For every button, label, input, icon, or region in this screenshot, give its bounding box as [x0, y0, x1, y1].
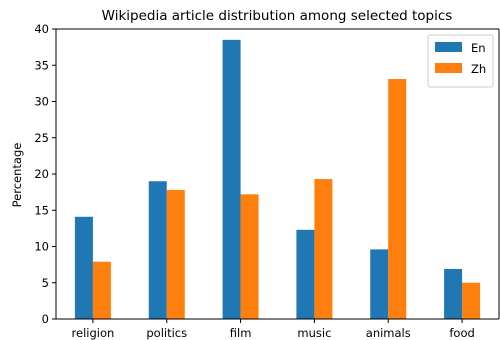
y-tick-label: 35: [34, 58, 49, 72]
bar-zh-film: [240, 194, 259, 319]
y-tick-label: 25: [34, 131, 49, 145]
bars-group: [74, 39, 481, 320]
legend-swatch-en: [435, 42, 462, 52]
x-tick-label: animals: [366, 326, 411, 340]
axes-group: 0 5 10 15 20 25 30 35 40 religion politics film musi…: [34, 22, 500, 340]
y-tick-label: 30: [34, 95, 49, 109]
y-tick-label: 20: [34, 167, 49, 181]
y-tick-label: 5: [42, 276, 49, 290]
y-axis-label: Percentage: [10, 143, 24, 208]
bar-en-music: [296, 229, 315, 319]
legend-swatch-zh: [435, 63, 462, 73]
x-tick-label: religion: [72, 326, 115, 340]
legend: En Zh: [427, 34, 494, 88]
legend-label-zh: Zh: [471, 62, 486, 76]
y-tick-label: 15: [34, 203, 49, 217]
bar-en-animals: [370, 249, 389, 319]
y-tick-label: 40: [34, 22, 49, 36]
x-tick-label: food: [449, 326, 474, 340]
bar-en-religion: [74, 216, 93, 319]
y-tick-label: 0: [42, 312, 49, 326]
legend-label-en: En: [471, 41, 486, 55]
bar-en-film: [222, 39, 241, 319]
x-tick-label: music: [297, 326, 331, 340]
bar-zh-religion: [92, 261, 111, 319]
bar-zh-music: [314, 179, 333, 319]
bar-zh-food: [462, 282, 481, 319]
bar-en-food: [444, 268, 463, 319]
chart-title: Wikipedia article distribution among sel…: [102, 8, 453, 24]
bar-zh-animals: [388, 79, 407, 320]
bar-en-politics: [148, 181, 167, 319]
x-tick-label: film: [230, 326, 252, 340]
x-tick-label: politics: [146, 326, 187, 340]
bar-zh-politics: [166, 189, 185, 319]
y-tick-label: 10: [34, 240, 49, 254]
